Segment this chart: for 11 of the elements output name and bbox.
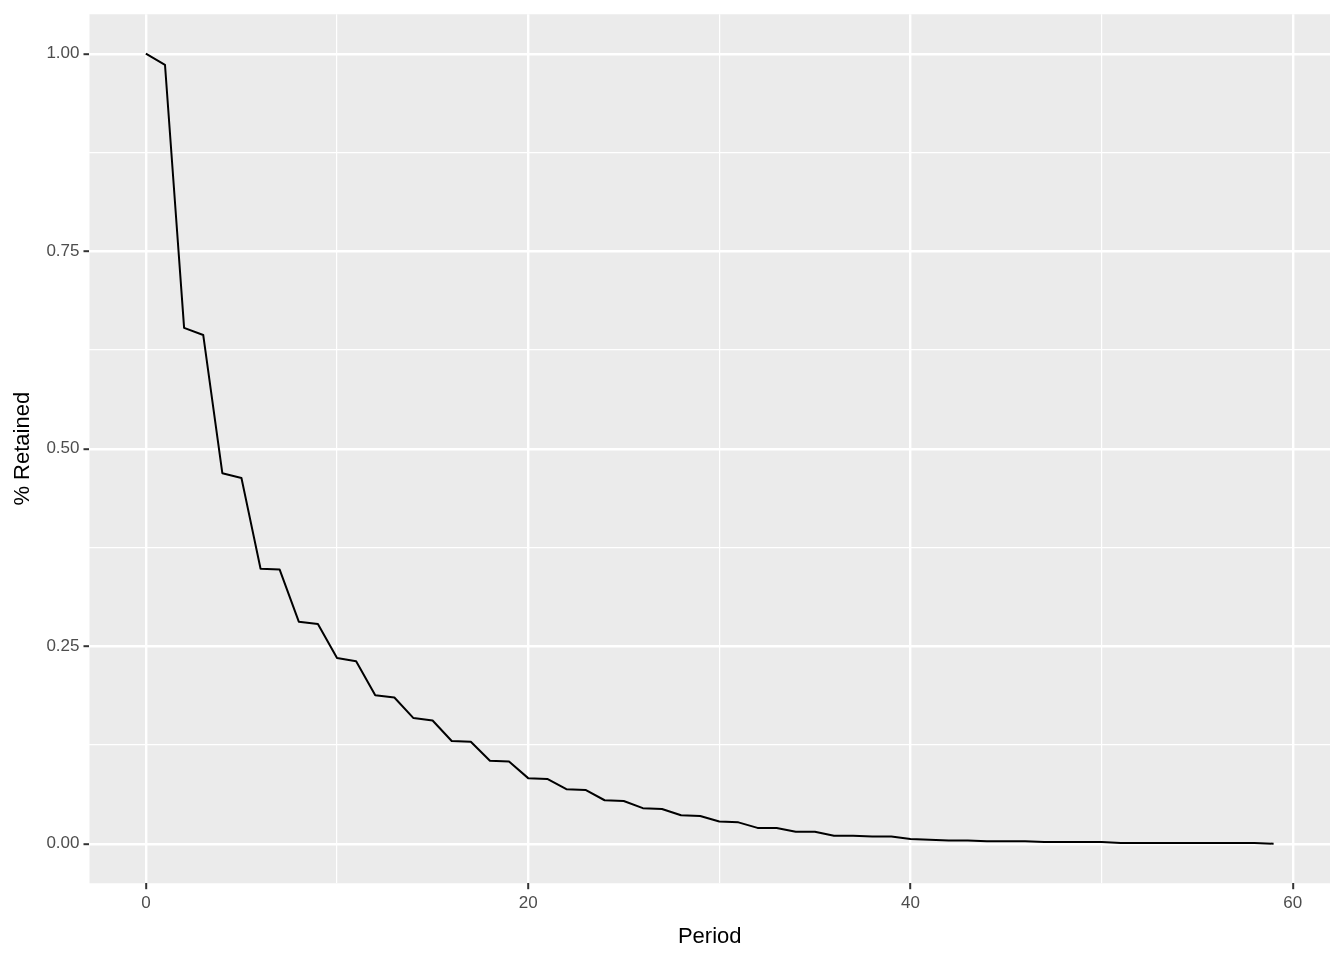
y-tick-label: 0.00 [46,833,80,853]
y-axis-title: % Retained [9,391,35,506]
y-tick-label: 0.75 [46,240,80,260]
x-tick-label: 40 [900,893,920,913]
x-tick-label: 60 [1283,893,1303,913]
x-tick-label: 0 [141,893,151,913]
x-tick-label: 20 [518,893,538,913]
x-axis-title: Period [677,922,742,948]
y-tick-label: 1.00 [46,43,80,63]
y-tick-label: 0.50 [46,438,80,458]
y-tick-label: 0.25 [46,635,80,655]
